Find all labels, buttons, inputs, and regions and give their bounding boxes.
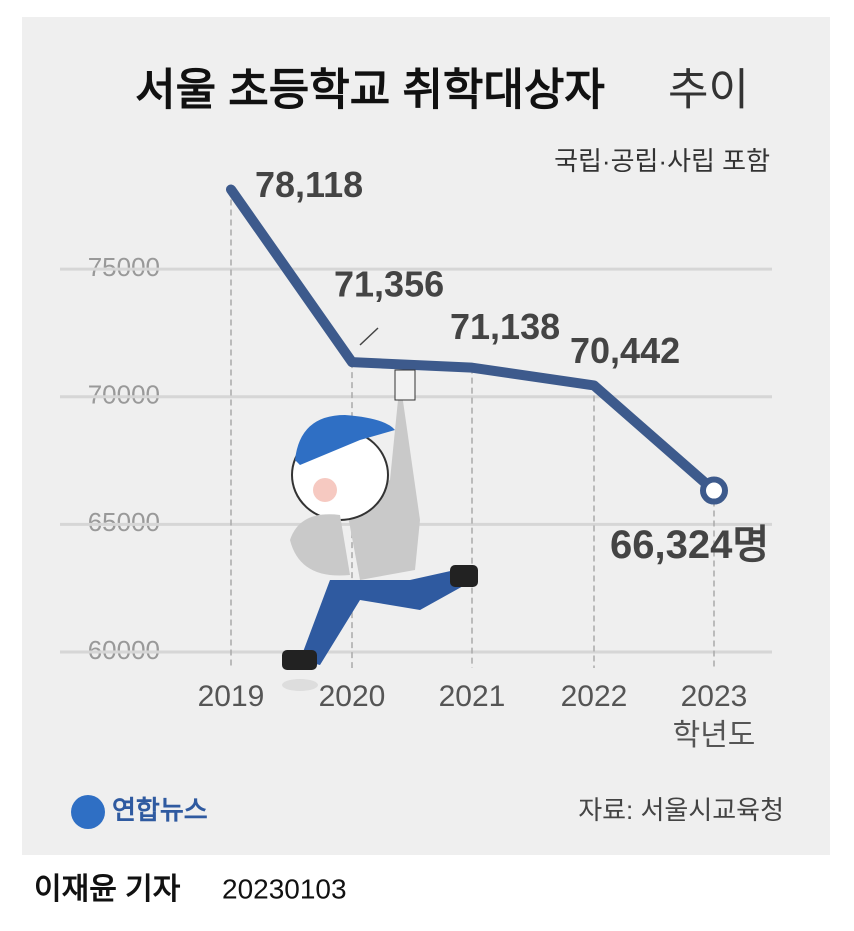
end-point <box>700 476 728 505</box>
chart-title-suffix: 추이 <box>668 66 749 115</box>
value-label: 78,118 <box>255 164 363 205</box>
x-tick-label: 2021 <box>439 680 506 713</box>
subtitle: 국립·공립·사립 포함 <box>554 146 770 176</box>
y-tick-label: 70000 <box>88 380 160 410</box>
logo: 연합뉴스 <box>71 795 208 829</box>
series-line <box>226 184 719 496</box>
x-tick-label: 2023 <box>681 680 748 713</box>
plot: 60000 65000 70000 75000 78,118 71,35671,13870… <box>60 164 772 752</box>
byline: 이재윤 기자 <box>34 873 181 906</box>
y-tick-label: 65000 <box>88 507 160 537</box>
source: 자료: 서울시교육청 <box>578 795 784 825</box>
x-tick-label: 2022 <box>561 680 628 713</box>
illustration <box>282 369 478 691</box>
label-leader <box>359 327 379 346</box>
x-unit: 학년도 <box>673 719 756 752</box>
x-tick-label: 2019 <box>198 680 265 713</box>
value-label: 66,324명 <box>610 523 769 567</box>
panel <box>22 17 830 855</box>
value-label: 71,138 <box>450 306 560 347</box>
logo-text: 연합뉴스 <box>112 795 208 825</box>
chart-title: 서울 초등학교 취학대상자 <box>135 66 605 115</box>
value-label: 70,442 <box>570 330 680 371</box>
x-tick-label: 2020 <box>319 680 386 713</box>
y-tick-label: 75000 <box>88 252 160 282</box>
date: 20230103 <box>222 873 347 904</box>
value-label: 71,356 <box>334 264 444 305</box>
y-tick-label: 60000 <box>88 635 160 665</box>
